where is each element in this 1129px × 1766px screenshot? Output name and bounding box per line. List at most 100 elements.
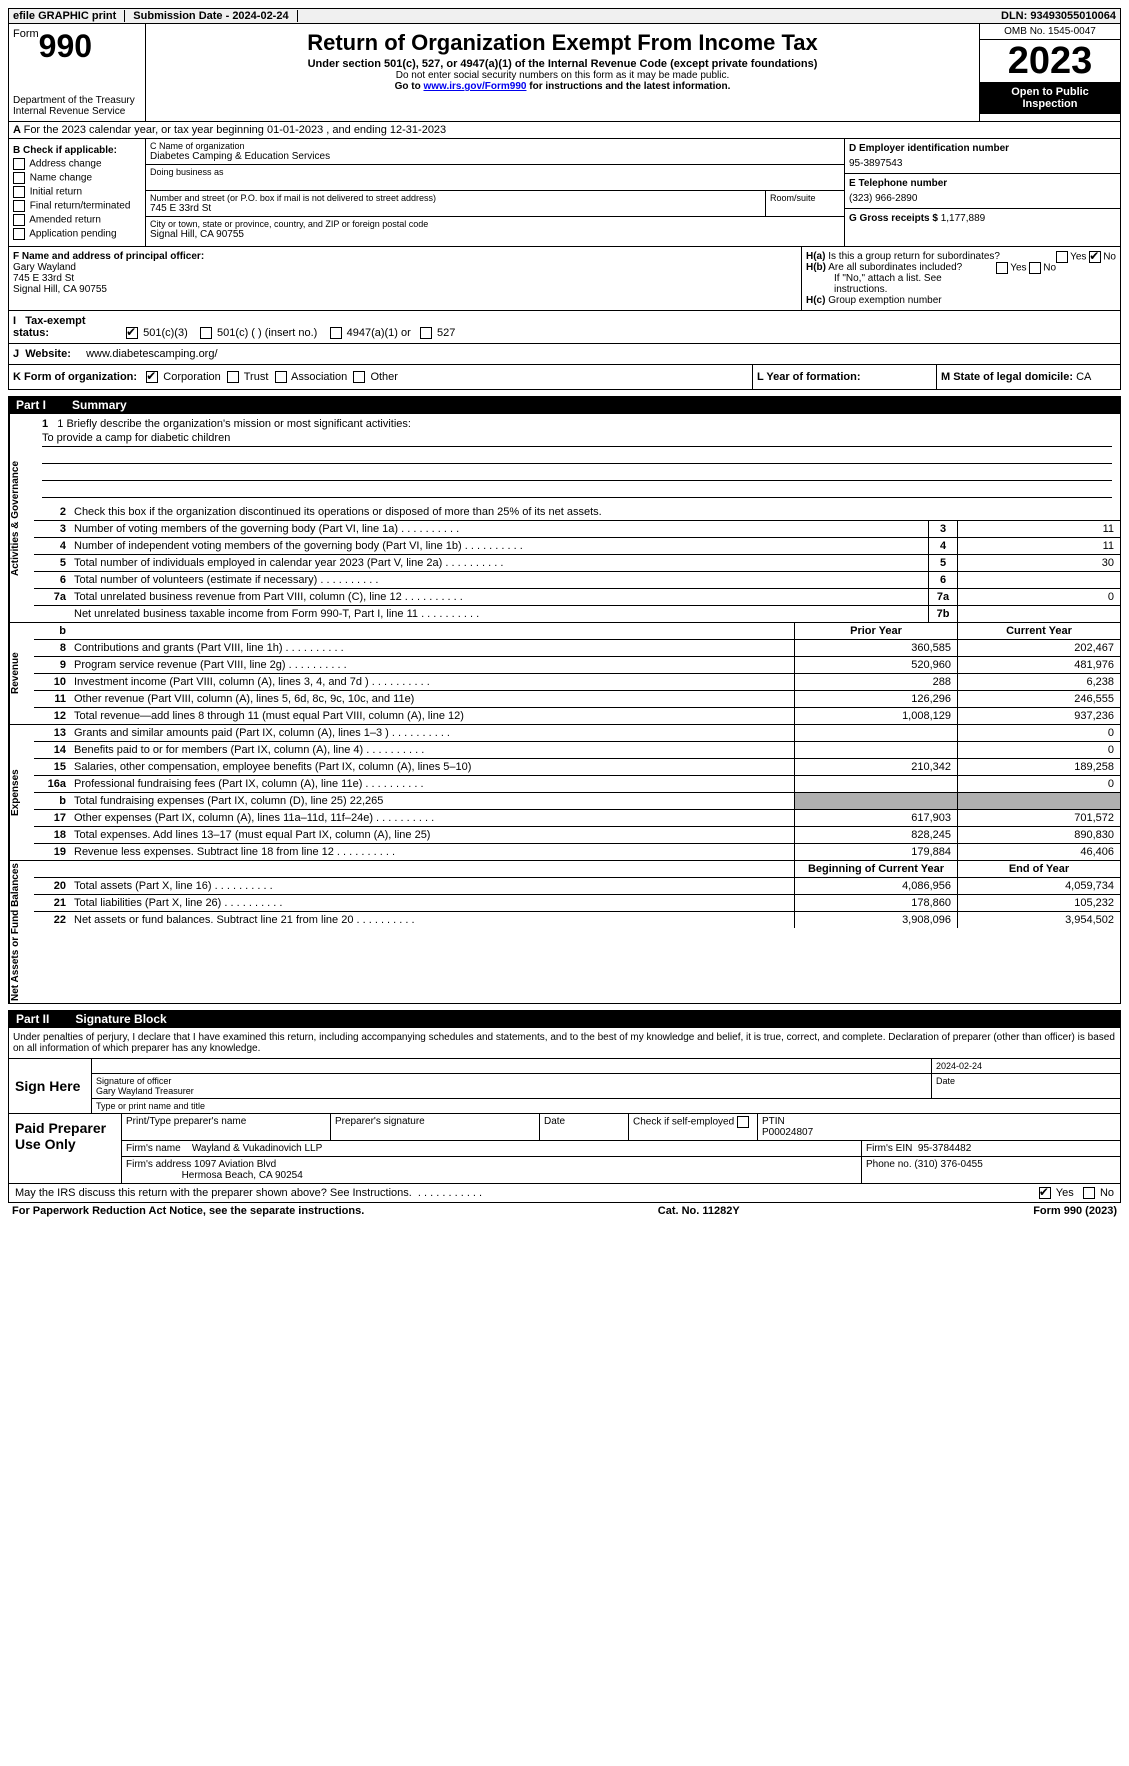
org-name: Diabetes Camping & Education Services: [150, 151, 840, 162]
firm-name: Wayland & Vukadinovich LLP: [192, 1143, 322, 1154]
checkbox-amended[interactable]: [13, 214, 25, 226]
checkbox-self-employed[interactable]: [737, 1116, 749, 1128]
checkbox-assoc[interactable]: [275, 371, 287, 383]
form-title: Return of Organization Exempt From Incom…: [150, 30, 975, 56]
dln: DLN: 93493055010064: [1001, 10, 1116, 22]
discuss-row: May the IRS discuss this return with the…: [8, 1184, 1121, 1203]
irs-link[interactable]: www.irs.gov/Form990: [423, 81, 526, 92]
expenses-section: Expenses 13Grants and similar amounts pa…: [8, 725, 1121, 861]
part-2-header: Part II Signature Block: [8, 1010, 1121, 1028]
page-footer: For Paperwork Reduction Act Notice, see …: [8, 1203, 1121, 1219]
l15-prior: 210,342: [794, 759, 957, 775]
form-header: Form990 Department of the Treasury Inter…: [8, 24, 1121, 122]
checkbox-address-change[interactable]: [13, 158, 25, 170]
l10-current: 6,238: [957, 674, 1120, 690]
l11-prior: 126,296: [794, 691, 957, 707]
officer-label: F Name and address of principal officer:: [13, 251, 797, 262]
top-bar: efile GRAPHIC print Submission Date - 20…: [8, 8, 1121, 24]
checkbox-discuss-no[interactable]: [1083, 1187, 1095, 1199]
l21-end: 105,232: [957, 895, 1120, 911]
vtab-net-assets: Net Assets or Fund Balances: [9, 861, 34, 1003]
checkbox-ha-yes[interactable]: [1056, 251, 1068, 263]
box-b-label: B Check if applicable:: [13, 145, 141, 156]
line5-value: 30: [957, 555, 1120, 571]
vtab-governance: Activities & Governance: [9, 414, 34, 622]
org-name-label: C Name of organization: [150, 141, 840, 151]
officer-name: Gary Wayland: [13, 262, 797, 273]
gross-receipts-label: G Gross receipts $: [849, 213, 938, 224]
checkbox-hb-no[interactable]: [1029, 262, 1041, 274]
domicile-state: CA: [1076, 371, 1091, 383]
checkbox-501c3[interactable]: [126, 327, 138, 339]
vtab-revenue: Revenue: [9, 623, 34, 724]
l19-prior: 179,884: [794, 844, 957, 860]
sign-here-label: Sign Here: [9, 1059, 92, 1113]
form-number: 990: [39, 28, 92, 64]
form-of-org-row: K Form of organization: Corporation Trus…: [8, 365, 1121, 390]
l18-prior: 828,245: [794, 827, 957, 843]
preparer-phone: (310) 376-0455: [914, 1159, 982, 1170]
hb-note: If "No," attach a list. See instructions…: [806, 273, 1116, 295]
dept-label: Department of the Treasury Internal Reve…: [13, 95, 141, 117]
submission-date: Submission Date - 2024-02-24: [133, 10, 297, 22]
sig-date: 2024-02-24: [932, 1059, 1120, 1073]
checkbox-corp[interactable]: [146, 371, 158, 383]
ptin-value: P00024807: [762, 1127, 813, 1138]
goto-suffix: for instructions and the latest informat…: [526, 81, 730, 92]
l19-current: 46,406: [957, 844, 1120, 860]
l14-prior: [794, 742, 957, 758]
l22-beg: 3,908,096: [794, 912, 957, 928]
line7a-value: 0: [957, 589, 1120, 605]
l15-current: 189,258: [957, 759, 1120, 775]
checkbox-501c[interactable]: [200, 327, 212, 339]
l11-current: 246,555: [957, 691, 1120, 707]
l20-beg: 4,086,956: [794, 878, 957, 894]
checkbox-discuss-yes[interactable]: [1039, 1187, 1051, 1199]
checkbox-4947[interactable]: [330, 327, 342, 339]
part-1-header: Part I Summary: [8, 396, 1121, 414]
entity-info: B Check if applicable: Address change Na…: [8, 139, 1121, 247]
l20-end: 4,059,734: [957, 878, 1120, 894]
website-value: www.diabetescamping.org/: [86, 348, 217, 360]
omb-number: OMB No. 1545-0047: [980, 24, 1120, 40]
checkbox-ha-no[interactable]: [1089, 251, 1101, 263]
l16a-current: 0: [957, 776, 1120, 792]
l12-current: 937,236: [957, 708, 1120, 724]
checkbox-other[interactable]: [353, 371, 365, 383]
dba-label: Doing business as: [150, 167, 840, 177]
website-row: J Website: www.diabetescamping.org/: [8, 344, 1121, 365]
firm-addr1: 1097 Aviation Blvd: [194, 1159, 276, 1170]
line7b-value: [957, 606, 1120, 622]
checkbox-527[interactable]: [420, 327, 432, 339]
room-suite-label: Room/suite: [766, 191, 844, 216]
gross-receipts-value: 1,177,889: [941, 213, 986, 224]
checkbox-app-pending[interactable]: [13, 228, 25, 240]
cat-no: Cat. No. 11282Y: [658, 1205, 740, 1217]
activities-governance: Activities & Governance 1 1 Briefly desc…: [8, 414, 1121, 623]
officer-addr2: Signal Hill, CA 90755: [13, 284, 797, 295]
ein-value: 95-3897543: [849, 154, 1116, 169]
phone-value: (323) 966-2890: [849, 189, 1116, 204]
paid-preparer-block: Paid Preparer Use Only Print/Type prepar…: [8, 1114, 1121, 1184]
l10-prior: 288: [794, 674, 957, 690]
line-a: A For the 2023 calendar year, or tax yea…: [8, 122, 1121, 139]
checkbox-name-change[interactable]: [13, 172, 25, 184]
l16b-current: [957, 793, 1120, 809]
checkbox-trust[interactable]: [227, 371, 239, 383]
checkbox-initial-return[interactable]: [13, 186, 25, 198]
checkbox-final-return[interactable]: [13, 200, 25, 212]
revenue-section: Revenue bPrior YearCurrent Year 8Contrib…: [8, 623, 1121, 725]
public-inspection: Open to Public Inspection: [980, 82, 1120, 114]
org-address: 745 E 33rd St: [150, 203, 211, 214]
phone-label: E Telephone number: [849, 178, 1116, 189]
net-assets-section: Net Assets or Fund Balances Beginning of…: [8, 861, 1121, 1004]
vtab-expenses: Expenses: [9, 725, 34, 860]
l9-prior: 520,960: [794, 657, 957, 673]
l8-current: 202,467: [957, 640, 1120, 656]
firm-addr2: Hermosa Beach, CA 90254: [182, 1170, 303, 1181]
line6-value: [957, 572, 1120, 588]
tax-exempt-row: I Tax-exempt status: 501(c)(3) 501(c) ( …: [8, 311, 1121, 344]
checkbox-hb-yes[interactable]: [996, 262, 1008, 274]
sign-here-block: Sign Here 2024-02-24 Signature of office…: [8, 1059, 1121, 1114]
line3-value: 11: [957, 521, 1120, 537]
